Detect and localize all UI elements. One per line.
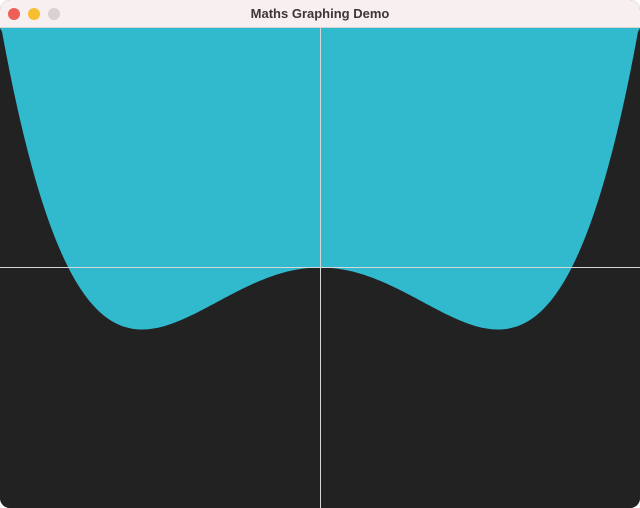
zoom-button[interactable]	[48, 8, 60, 20]
graph-canvas[interactable]	[0, 28, 640, 508]
minimize-button[interactable]	[28, 8, 40, 20]
close-button[interactable]	[8, 8, 20, 20]
window-title: Maths Graphing Demo	[250, 6, 390, 21]
title-bar[interactable]: Maths Graphing Demo	[0, 0, 640, 28]
graph-svg	[0, 28, 640, 508]
